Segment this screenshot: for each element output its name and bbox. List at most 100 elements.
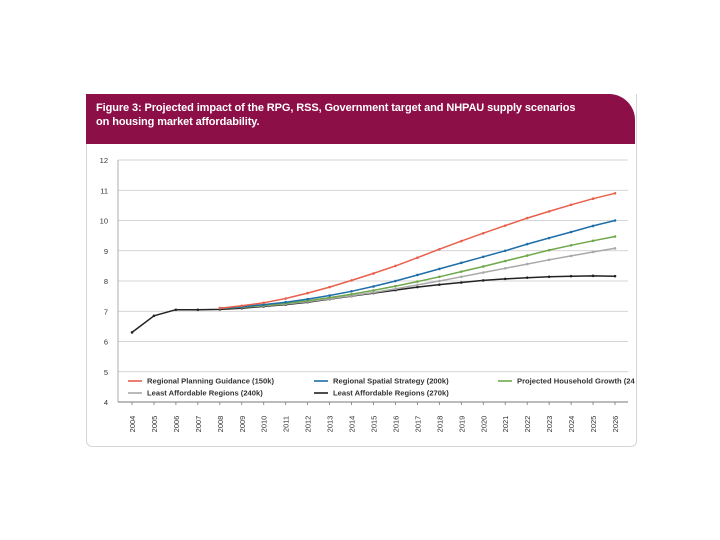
y-tick-label: 10 bbox=[100, 217, 108, 226]
x-tick-label: 2017 bbox=[413, 416, 422, 433]
data-point bbox=[591, 239, 595, 243]
data-point bbox=[460, 270, 463, 273]
data-point bbox=[372, 272, 375, 275]
data-point bbox=[284, 300, 287, 304]
y-tick-label: 11 bbox=[100, 186, 108, 195]
y-tick-label: 6 bbox=[104, 338, 108, 347]
figure-title-line-1: Figure 3: Projected impact of the RPG, R… bbox=[96, 102, 576, 114]
data-point bbox=[284, 297, 287, 300]
data-point bbox=[174, 308, 178, 312]
series-line bbox=[131, 275, 616, 333]
data-point bbox=[613, 274, 617, 278]
data-point bbox=[613, 235, 617, 238]
data-point bbox=[350, 279, 353, 282]
data-point bbox=[196, 308, 200, 312]
y-tick-label: 12 bbox=[100, 156, 108, 165]
x-tick-label: 2021 bbox=[501, 416, 510, 433]
data-point bbox=[481, 265, 485, 268]
data-point bbox=[130, 331, 134, 334]
data-point bbox=[613, 247, 617, 250]
data-point bbox=[525, 254, 529, 257]
data-point bbox=[569, 230, 573, 234]
data-point bbox=[416, 285, 419, 289]
data-point bbox=[525, 262, 529, 266]
x-tick-label: 2018 bbox=[435, 416, 444, 433]
y-tick-label: 8 bbox=[104, 277, 108, 286]
x-tick-label: 2012 bbox=[304, 416, 313, 433]
data-point bbox=[460, 261, 463, 265]
x-tick-label: 2016 bbox=[391, 416, 400, 433]
data-point bbox=[416, 280, 419, 283]
x-tick-label: 2020 bbox=[479, 416, 488, 433]
x-tick-label: 2011 bbox=[282, 416, 291, 432]
data-point bbox=[394, 264, 397, 268]
data-point bbox=[547, 248, 551, 252]
data-point bbox=[503, 249, 507, 253]
x-tick-label: 2008 bbox=[216, 416, 225, 433]
y-tick-label: 4 bbox=[104, 398, 108, 407]
series-line bbox=[219, 219, 616, 309]
data-point bbox=[328, 294, 331, 297]
legend-entry: Least Affordable Regions (240k) bbox=[147, 389, 263, 398]
x-tick-label: 2009 bbox=[238, 416, 247, 433]
legend-entry: Regional Spatial Strategy (200k) bbox=[333, 377, 449, 386]
data-point bbox=[306, 291, 309, 295]
x-tick-label: 2022 bbox=[523, 416, 532, 433]
data-point bbox=[503, 224, 507, 227]
x-tick-label: 2014 bbox=[348, 416, 357, 433]
data-point bbox=[438, 247, 441, 251]
data-point bbox=[591, 197, 595, 201]
data-point bbox=[525, 276, 529, 279]
data-point bbox=[394, 284, 397, 288]
data-point bbox=[416, 283, 419, 287]
x-tick-label: 2007 bbox=[194, 416, 203, 433]
y-tick-label: 5 bbox=[104, 368, 108, 377]
figure-title-line-2: on housing market affordability. bbox=[96, 115, 260, 128]
legend-entry: Projected Household Growth (240k) bbox=[517, 377, 635, 386]
data-point bbox=[438, 267, 441, 271]
y-tick-label: 9 bbox=[104, 247, 108, 256]
data-point bbox=[503, 259, 507, 263]
legend-entry: Least Affordable Regions (270k) bbox=[333, 389, 449, 398]
legend-entry: Regional Planning Guidance (150k) bbox=[147, 377, 274, 386]
data-point bbox=[416, 273, 419, 277]
data-point bbox=[591, 224, 595, 228]
data-point bbox=[569, 274, 573, 278]
data-point bbox=[394, 287, 397, 291]
data-point bbox=[460, 239, 463, 243]
data-point bbox=[460, 275, 463, 279]
data-point bbox=[547, 210, 551, 213]
data-point bbox=[460, 281, 463, 284]
data-point bbox=[350, 289, 353, 293]
data-point bbox=[481, 231, 485, 235]
data-point bbox=[569, 244, 573, 247]
x-tick-label: 2024 bbox=[567, 416, 576, 433]
data-point bbox=[613, 219, 617, 222]
data-point bbox=[394, 279, 397, 283]
data-point bbox=[525, 242, 529, 246]
series-line bbox=[219, 235, 616, 309]
data-point bbox=[372, 291, 375, 294]
x-tick-label: 2005 bbox=[150, 416, 159, 433]
data-point bbox=[328, 285, 331, 289]
x-tick-label: 2004 bbox=[128, 416, 137, 433]
x-tick-label: 2026 bbox=[611, 416, 620, 433]
x-tick-label: 2025 bbox=[589, 416, 598, 433]
data-point bbox=[481, 271, 485, 274]
x-tick-label: 2023 bbox=[545, 416, 554, 433]
data-point bbox=[152, 314, 156, 318]
data-point bbox=[372, 289, 375, 292]
data-point bbox=[547, 258, 551, 262]
data-point bbox=[416, 256, 419, 260]
data-point bbox=[438, 275, 441, 279]
data-point bbox=[503, 266, 507, 270]
data-point bbox=[262, 303, 266, 306]
figure-title: Figure 3: Projected impact of the RPG, R… bbox=[86, 94, 635, 144]
data-point bbox=[438, 283, 441, 286]
data-point bbox=[547, 275, 551, 279]
data-point bbox=[591, 274, 595, 278]
data-point bbox=[306, 297, 309, 301]
data-point bbox=[481, 279, 485, 282]
y-tick-label: 7 bbox=[104, 307, 108, 316]
x-tick-label: 2010 bbox=[260, 416, 269, 433]
